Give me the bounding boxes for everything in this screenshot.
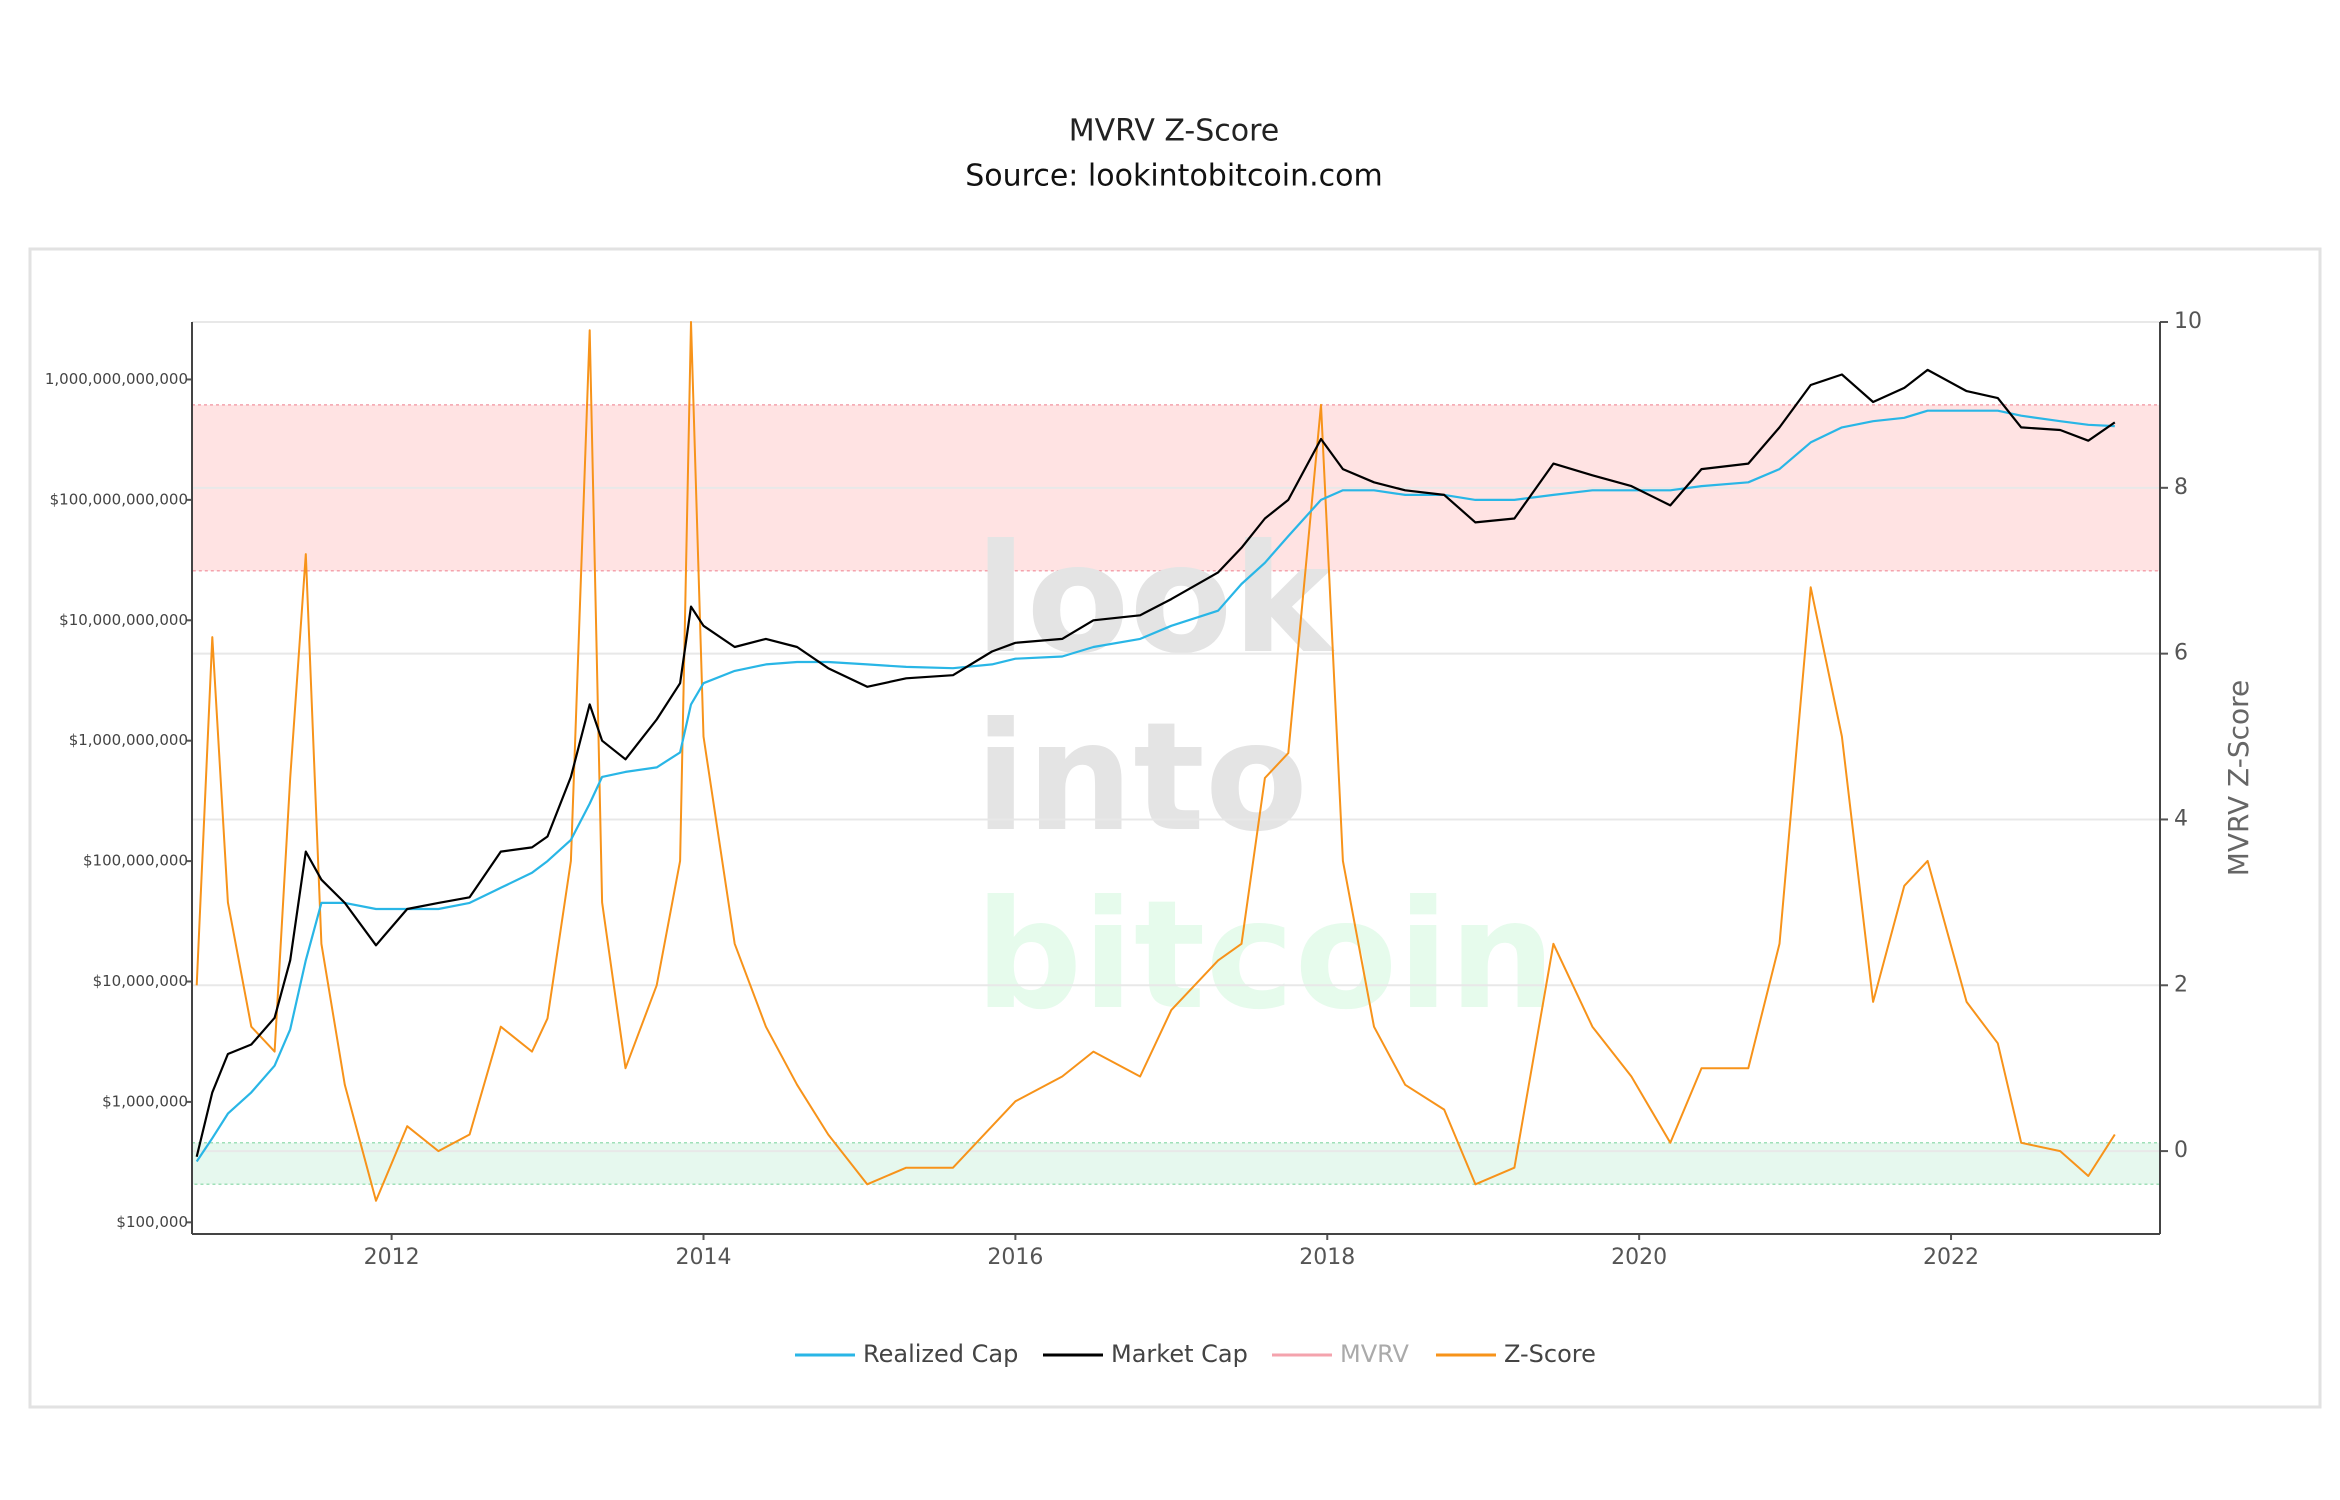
y-tick-label: $10,000,000 xyxy=(93,972,188,990)
x-tick-label: 2012 xyxy=(364,1245,420,1270)
watermark: look xyxy=(975,513,1336,687)
watermark: bitcoin xyxy=(975,869,1556,1043)
series-line xyxy=(195,409,2115,1163)
chart-subtitle: Source: lookintobitcoin.com xyxy=(965,159,1383,194)
legend-item[interactable]: Realized Cap xyxy=(795,1340,1018,1368)
x-tick-label: 2020 xyxy=(1611,1245,1667,1270)
y-tick-label: $10,000,000,000 xyxy=(59,611,188,629)
legend-item[interactable]: MVRV xyxy=(1272,1340,1409,1368)
y2-tick-label: 4 xyxy=(2174,806,2188,831)
zone-band xyxy=(191,1142,2161,1186)
chart-title: MVRV Z-Score xyxy=(1069,114,1280,149)
x-tick-label: 2014 xyxy=(675,1245,731,1270)
series-line xyxy=(195,321,2116,1202)
watermark: into xyxy=(975,691,1308,865)
y-tick-label: $100,000,000,000 xyxy=(50,490,188,508)
x-tick-label: 2022 xyxy=(1923,1245,1979,1270)
y-tick-label: $100,000 xyxy=(116,1213,188,1231)
y2-tick-label: 10 xyxy=(2174,309,2202,334)
legend-label: Z-Score xyxy=(1504,1340,1596,1368)
y-tick-label: $100,000,000 xyxy=(83,852,188,870)
x-tick-label: 2016 xyxy=(987,1245,1043,1270)
legend-item[interactable]: Market Cap xyxy=(1043,1340,1248,1368)
y2-axis-label: MVRV Z-Score xyxy=(2222,680,2255,877)
y2-tick-label: 2 xyxy=(2174,972,2188,997)
y2-tick-label: 6 xyxy=(2174,641,2188,666)
y2-tick-label: 0 xyxy=(2174,1138,2188,1163)
legend-label: MVRV xyxy=(1340,1340,1409,1368)
legend-label: Realized Cap xyxy=(863,1340,1018,1368)
y2-tick-label: 8 xyxy=(2174,475,2188,500)
y-tick-label: $1,000,000 xyxy=(102,1092,188,1110)
y-tick-label: $1,000,000,000 xyxy=(69,731,188,749)
legend-item[interactable]: Z-Score xyxy=(1436,1340,1596,1368)
y-tick-label: 1,000,000,000,000 xyxy=(45,370,188,388)
series-line xyxy=(195,368,2116,1158)
x-tick-label: 2018 xyxy=(1299,1245,1355,1270)
legend-label: Market Cap xyxy=(1111,1340,1248,1368)
